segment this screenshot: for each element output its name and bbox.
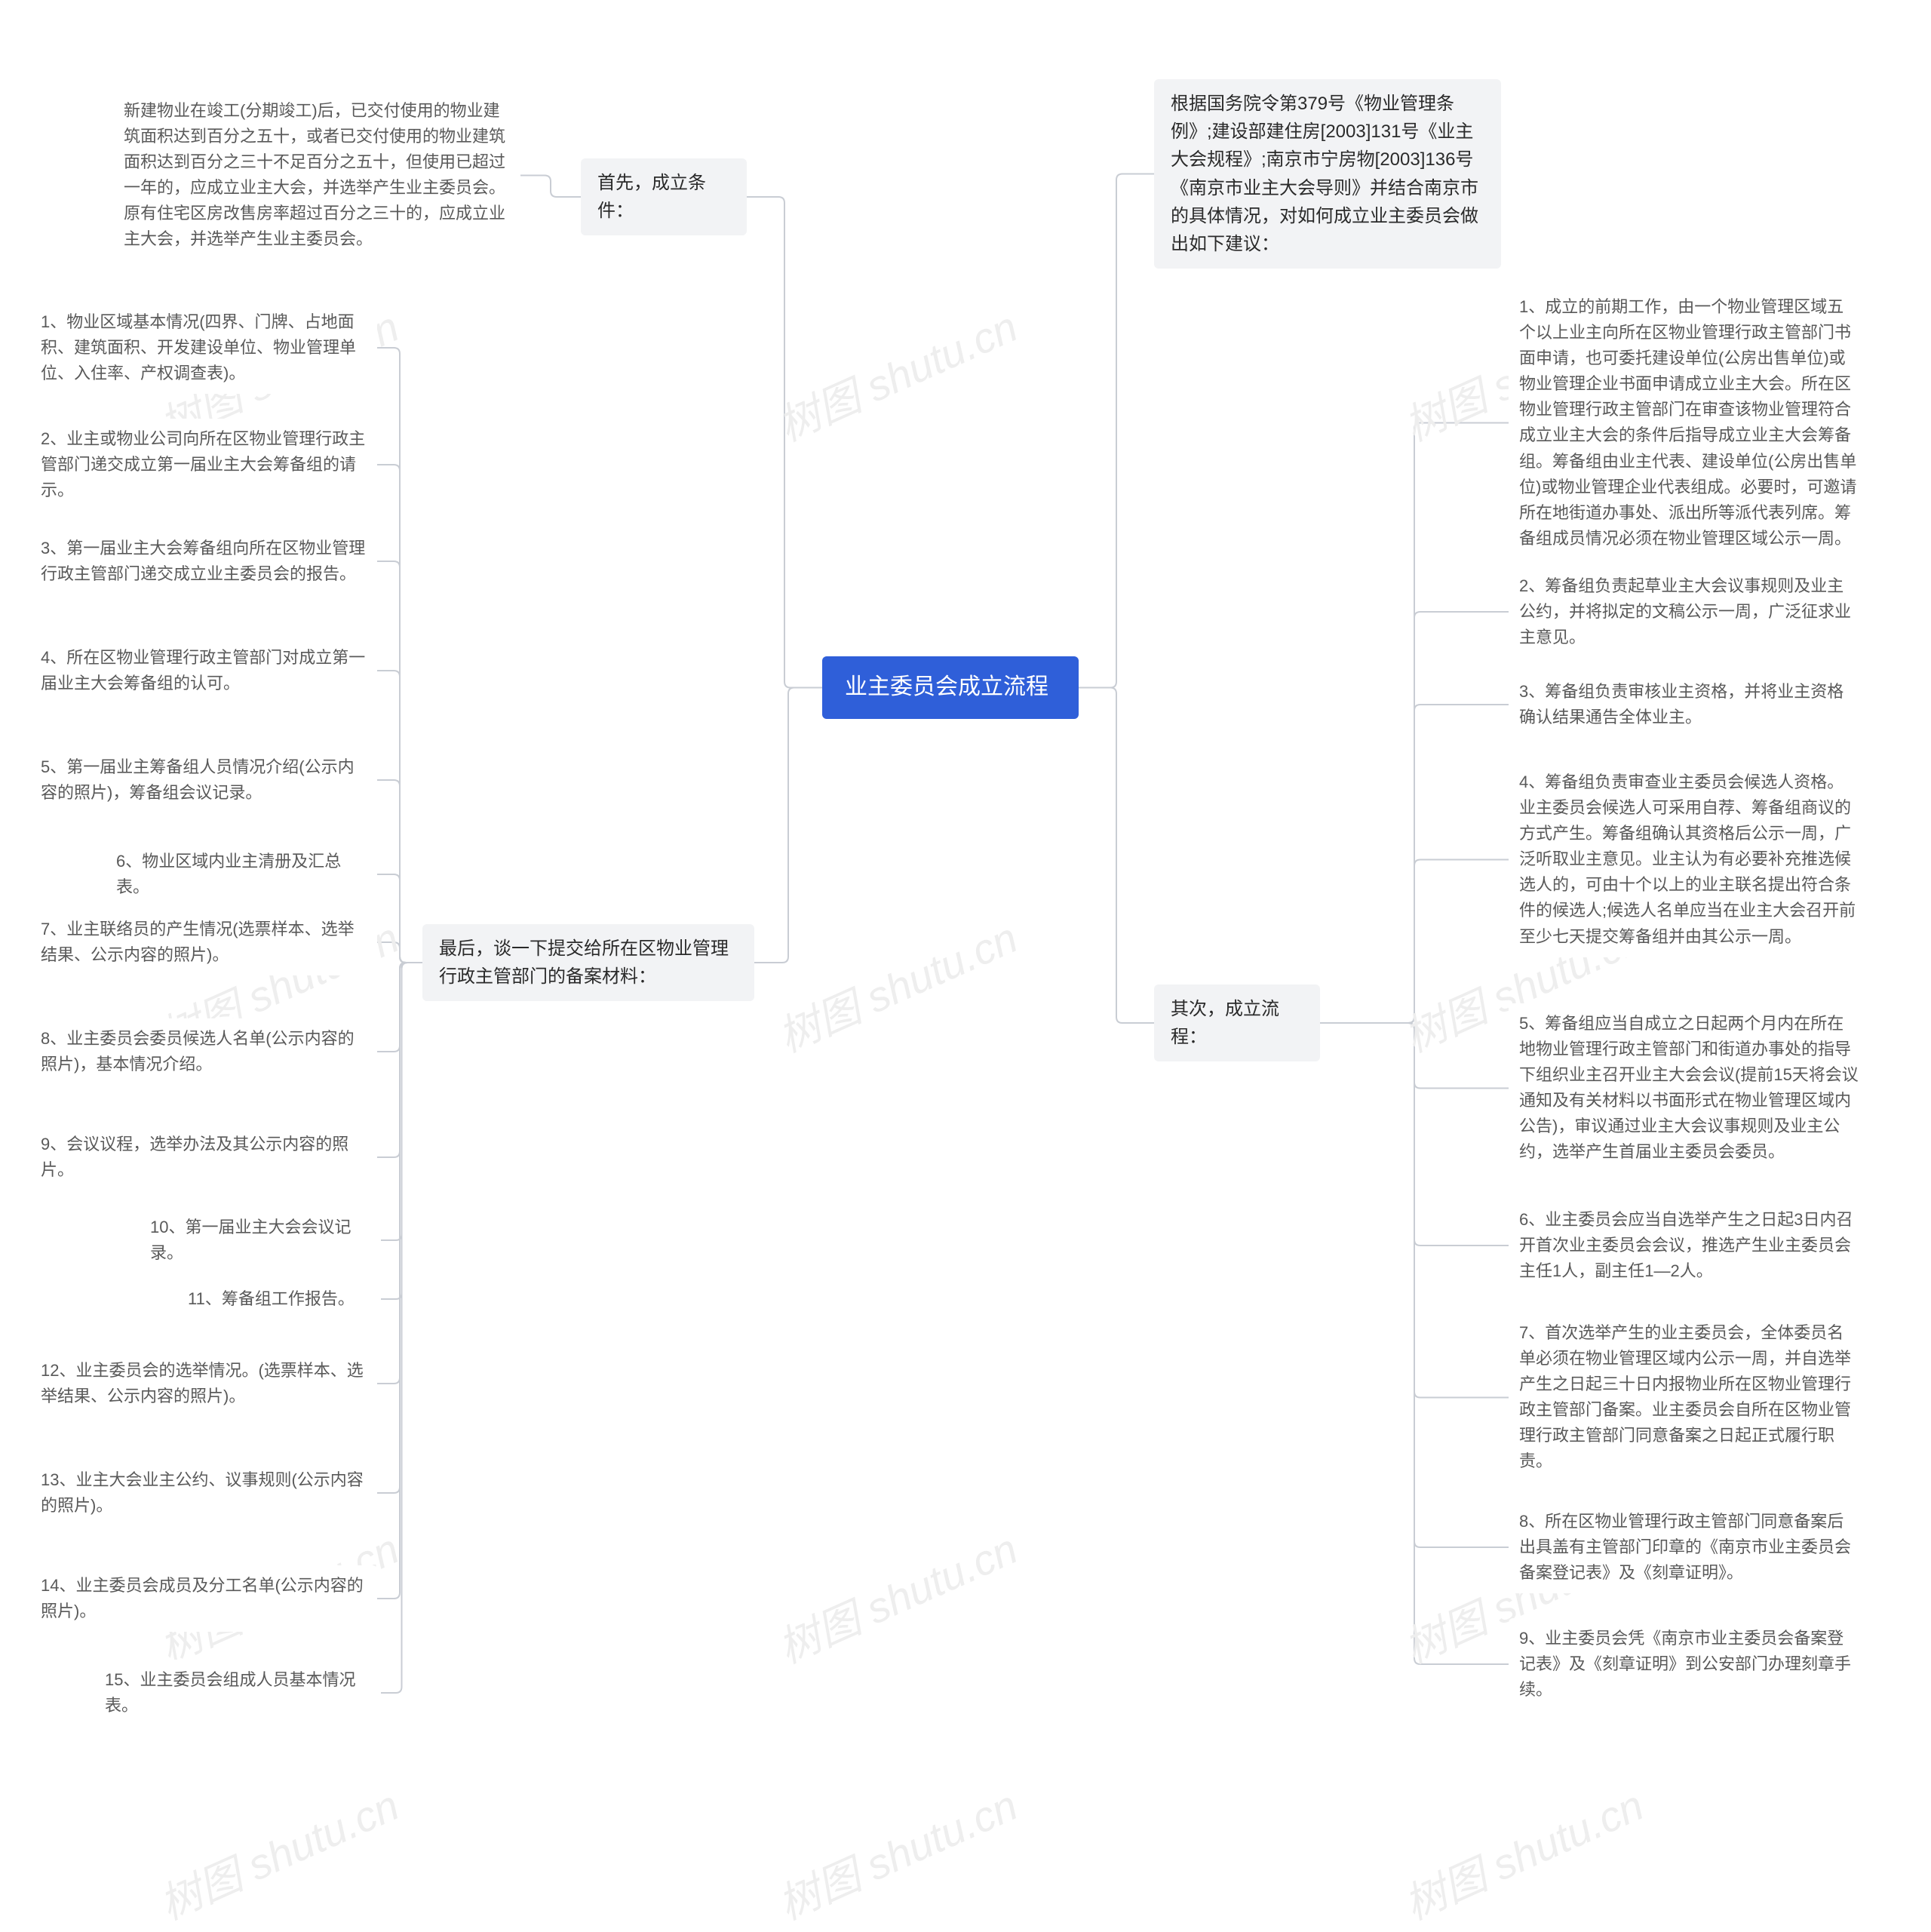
- connector: [1320, 1023, 1509, 1547]
- connector: [520, 176, 581, 198]
- leaf-left-1-7: 8、业主委员会委员候选人名单(公示内容的照片)，基本情况介绍。: [30, 1018, 377, 1085]
- connector: [1320, 705, 1509, 1023]
- leaf-right-1-0: 1、成立的前期工作，由一个物业管理区域五个以上业主向所在区物业管理行政主管部门书…: [1509, 287, 1871, 559]
- connector: [377, 874, 422, 963]
- leaf-left-1-12: 13、业主大会业主公约、议事规则(公示内容的照片)。: [30, 1460, 377, 1526]
- leaf-left-1-4: 5、第一届业主筹备组人员情况介绍(公示内容的照片)，筹备组会议记录。: [30, 747, 377, 813]
- connector: [381, 963, 422, 1240]
- connector: [1079, 688, 1154, 1024]
- connector: [377, 963, 422, 1384]
- leaf-left-1-9: 10、第一届业主大会会议记录。: [140, 1207, 381, 1273]
- leaf-right-1-8: 9、业主委员会凭《南京市业主委员会备案登记表》及《刻章证明》到公安部门办理刻章手…: [1509, 1618, 1871, 1710]
- watermark: 树图 shutu.cn: [767, 905, 1026, 1064]
- leaf-right-1-4: 5、筹备组应当自成立之日起两个月内在所在地物业管理行政主管部门和街道办事处的指导…: [1509, 1003, 1871, 1173]
- connector: [377, 963, 422, 1052]
- connector: [377, 348, 422, 963]
- leaf-left-1-5: 6、物业区域内业主清册及汇总表。: [106, 841, 377, 908]
- leaf-left-1-6: 7、业主联络员的产生情况(选票样本、选举结果、公示内容的照片)。: [30, 909, 377, 975]
- connector: [1079, 174, 1154, 688]
- leaf-right-1-5: 6、业主委员会应当自选举产生之日起3日内召开首次业主委员会会议，推选产生业主委员…: [1509, 1199, 1871, 1292]
- connector: [381, 963, 422, 1299]
- connector: [1320, 1023, 1509, 1246]
- watermark: 树图 shutu.cn: [767, 1516, 1026, 1676]
- leaf-left-0-0: 新建物业在竣工(分期竣工)后，已交付使用的物业建筑面积达到百分之五十，或者已交付…: [113, 91, 520, 260]
- leaf-right-1-6: 7、首次选举产生的业主委员会，全体委员名单必须在物业管理区域内公示一周，并自选举…: [1509, 1313, 1871, 1482]
- leaf-right-1-7: 8、所在区物业管理行政主管部门同意备案后出具盖有主管部门印章的《南京市业主委员会…: [1509, 1501, 1871, 1593]
- leaf-left-1-3: 4、所在区物业管理行政主管部门对成立第一届业主大会筹备组的认可。: [30, 637, 377, 704]
- leaf-left-1-0: 1、物业区域基本情况(四界、门牌、占地面积、建筑面积、开发建设单位、物业管理单位…: [30, 302, 377, 394]
- connector: [377, 465, 422, 963]
- connector: [381, 963, 422, 1693]
- leaf-left-1-11: 12、业主委员会的选举情况。(选票样本、选举结果、公示内容的照片)。: [30, 1350, 377, 1417]
- leaf-right-1-3: 4、筹备组负责审查业主委员会候选人资格。业主委员会候选人可采用自荐、筹备组商议的…: [1509, 762, 1871, 957]
- connector: [377, 780, 422, 963]
- connector: [377, 561, 422, 963]
- connector: [754, 688, 822, 963]
- leaf-right-1-1: 2、筹备组负责起草业主大会议事规则及业主公约，并将拟定的文稿公示一周，广泛征求业…: [1509, 566, 1871, 658]
- leaf-left-1-14: 15、业主委员会组成人员基本情况表。: [94, 1660, 381, 1726]
- connector: [377, 942, 422, 963]
- leaf-left-1-13: 14、业主委员会成员及分工名单(公示内容的照片)。: [30, 1565, 377, 1632]
- branch-left-0: 首先，成立条件：: [581, 158, 747, 235]
- connector: [1320, 612, 1509, 1023]
- connector: [1320, 1023, 1509, 1398]
- connector: [1320, 860, 1509, 1024]
- branch-left-1: 最后，谈一下提交给所在区物业管理行政主管部门的备案材料：: [422, 924, 754, 1001]
- watermark: 树图 shutu.cn: [767, 293, 1026, 453]
- connector: [377, 963, 422, 1599]
- leaf-right-1-2: 3、筹备组负责审核业主资格，并将业主资格确认结果通告全体业主。: [1509, 671, 1871, 738]
- branch-right-0: 根据国务院令第379号《物业管理条例》;建设部建住房[2003]131号《业主大…: [1154, 79, 1501, 269]
- connector: [377, 963, 422, 1493]
- leaf-left-1-1: 2、业主或物业公司向所在区物业管理行政主管部门递交成立第一届业主大会筹备组的请示…: [30, 419, 377, 511]
- branch-right-1: 其次，成立流程：: [1154, 984, 1320, 1061]
- connector: [1320, 423, 1509, 1024]
- leaf-left-1-2: 3、第一届业主大会筹备组向所在区物业管理行政主管部门递交成立业主委员会的报告。: [30, 528, 377, 594]
- connector: [747, 197, 822, 688]
- connector: [377, 671, 422, 963]
- leaf-left-1-8: 9、会议议程，选举办法及其公示内容的照片。: [30, 1124, 377, 1190]
- connector: [1320, 1023, 1509, 1089]
- watermark: 树图 shutu.cn: [767, 1772, 1026, 1932]
- connector: [1320, 1023, 1509, 1664]
- watermark: 树图 shutu.cn: [149, 1772, 407, 1932]
- root-node: 业主委员会成立流程: [822, 656, 1079, 719]
- connector: [377, 963, 422, 1157]
- watermark: 树图 shutu.cn: [1393, 1772, 1652, 1932]
- leaf-left-1-10: 11、筹备组工作报告。: [177, 1279, 381, 1319]
